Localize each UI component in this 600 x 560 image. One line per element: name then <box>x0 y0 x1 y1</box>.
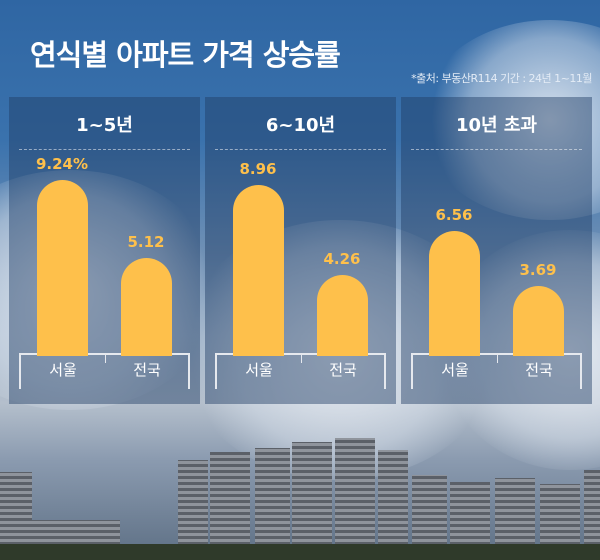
city-skyline <box>0 435 600 560</box>
divider <box>215 149 386 150</box>
bar-nationwide <box>121 258 172 356</box>
bar-nationwide <box>317 274 368 356</box>
panel-title: 6~10년 <box>265 115 336 136</box>
category-label: 서울 <box>245 361 273 379</box>
panel-1: 1~5년 9.24% 서울 5.12 전국 <box>9 97 200 404</box>
bar-seoul <box>429 231 480 356</box>
category-label: 전국 <box>329 361 357 379</box>
panel-title: 1~5년 <box>76 115 133 136</box>
panel-3: 10년 초과 6.56 서울 3.69 전국 <box>401 97 592 404</box>
divider <box>411 149 582 150</box>
source-note: *출처: 부동산R114 기간 : 24년 1~11월 <box>411 72 592 85</box>
panel-title: 10년 초과 <box>456 115 537 136</box>
data-label: 6.56 <box>435 206 473 225</box>
bar-nationwide <box>513 285 564 356</box>
bar-seoul <box>233 185 284 356</box>
category-label: 서울 <box>49 361 77 379</box>
data-label: 3.69 <box>519 260 557 279</box>
bar-seoul <box>37 179 88 356</box>
data-label: 4.26 <box>323 249 361 268</box>
category-label: 전국 <box>133 361 161 379</box>
divider <box>19 149 190 150</box>
chart-title: 연식별 아파트 가격 상승률 <box>30 38 341 72</box>
panel-2: 6~10년 8.96 서울 4.26 전국 <box>205 97 396 404</box>
axis-bracket <box>215 353 386 389</box>
category-label: 서울 <box>441 361 469 379</box>
data-label: 5.12 <box>127 233 165 252</box>
category-label: 전국 <box>525 361 553 379</box>
data-label: 8.96 <box>239 160 277 179</box>
data-label: 9.24% <box>35 154 89 173</box>
axis-bracket <box>19 353 190 389</box>
axis-bracket <box>411 353 582 389</box>
